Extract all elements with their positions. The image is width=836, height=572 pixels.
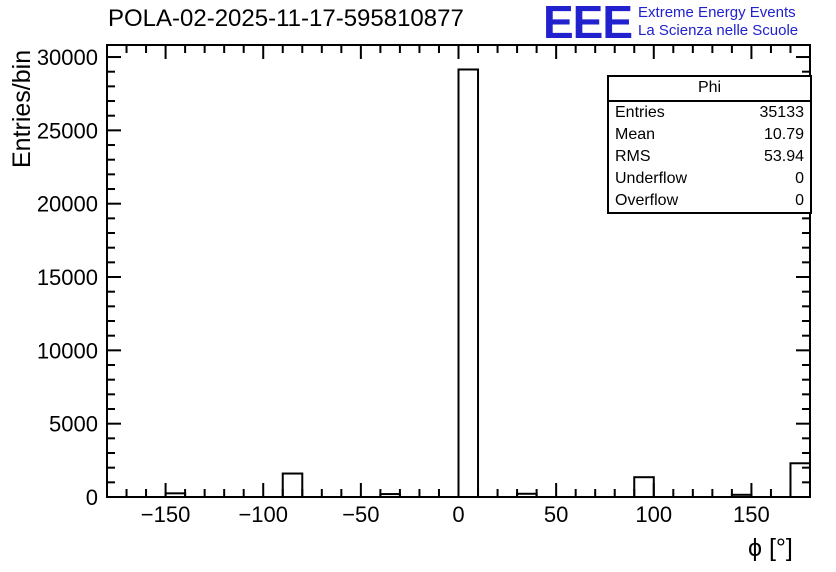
stats-value: 0 [795, 170, 804, 187]
eee-logo: EEE Extreme Energy Events La Scienza nel… [543, 0, 798, 48]
stats-value: 53.94 [763, 148, 804, 165]
y-tick-label: 15000 [37, 265, 98, 290]
stats-row-overflow: Overflow 0 [609, 190, 810, 212]
x-tick-label: 100 [635, 502, 672, 527]
y-tick-label: 25000 [37, 118, 98, 143]
stats-title: Phi [609, 77, 810, 102]
stats-row-mean: Mean 10.79 [609, 124, 810, 146]
eee-logo-line2: La Scienza nelle Scuole [638, 22, 799, 39]
x-tick-label: 50 [544, 502, 568, 527]
eee-logo-subtitle: Extreme Energy Events La Scienza nelle S… [638, 4, 798, 40]
x-tick-label: −150 [141, 502, 191, 527]
stats-value: 0 [795, 192, 804, 209]
y-tick-label: 5000 [49, 412, 98, 437]
histogram-bar [281, 472, 304, 499]
stats-value: 35133 [759, 104, 805, 121]
stats-row-entries: Entries 35133 [609, 102, 810, 124]
stats-box: Phi Entries 35133 Mean 10.79 RMS 53.94 U… [607, 75, 812, 214]
histogram-bar [457, 68, 480, 499]
x-tick-label: 0 [452, 502, 464, 527]
stats-label: RMS [615, 148, 651, 165]
stats-row-rms: RMS 53.94 [609, 146, 810, 168]
x-axis-title: ϕ [°] [748, 534, 793, 562]
y-tick-label: 0 [86, 485, 98, 510]
histogram-bar [633, 476, 655, 499]
stats-label: Overflow [615, 192, 679, 209]
y-axis-title: Entries/bin [8, 49, 36, 168]
y-tick-label: 30000 [37, 45, 98, 70]
eee-logo-line1: Extreme Energy Events [638, 4, 796, 21]
y-tick-label: 20000 [37, 192, 98, 217]
x-tick-label: −50 [342, 502, 379, 527]
stats-row-underflow: Underflow 0 [609, 168, 810, 190]
eee-logo-acronym: EEE [543, 0, 633, 48]
stats-label: Entries [615, 104, 665, 121]
stats-label: Underflow [615, 170, 688, 187]
stats-value: 10.79 [763, 126, 804, 143]
stats-label: Mean [615, 126, 656, 143]
x-tick-label: 150 [733, 502, 770, 527]
y-tick-label: 10000 [37, 338, 98, 363]
plot-title: POLA-02-2025-11-17-595810877 [108, 5, 464, 32]
x-tick-label: −100 [238, 502, 288, 527]
